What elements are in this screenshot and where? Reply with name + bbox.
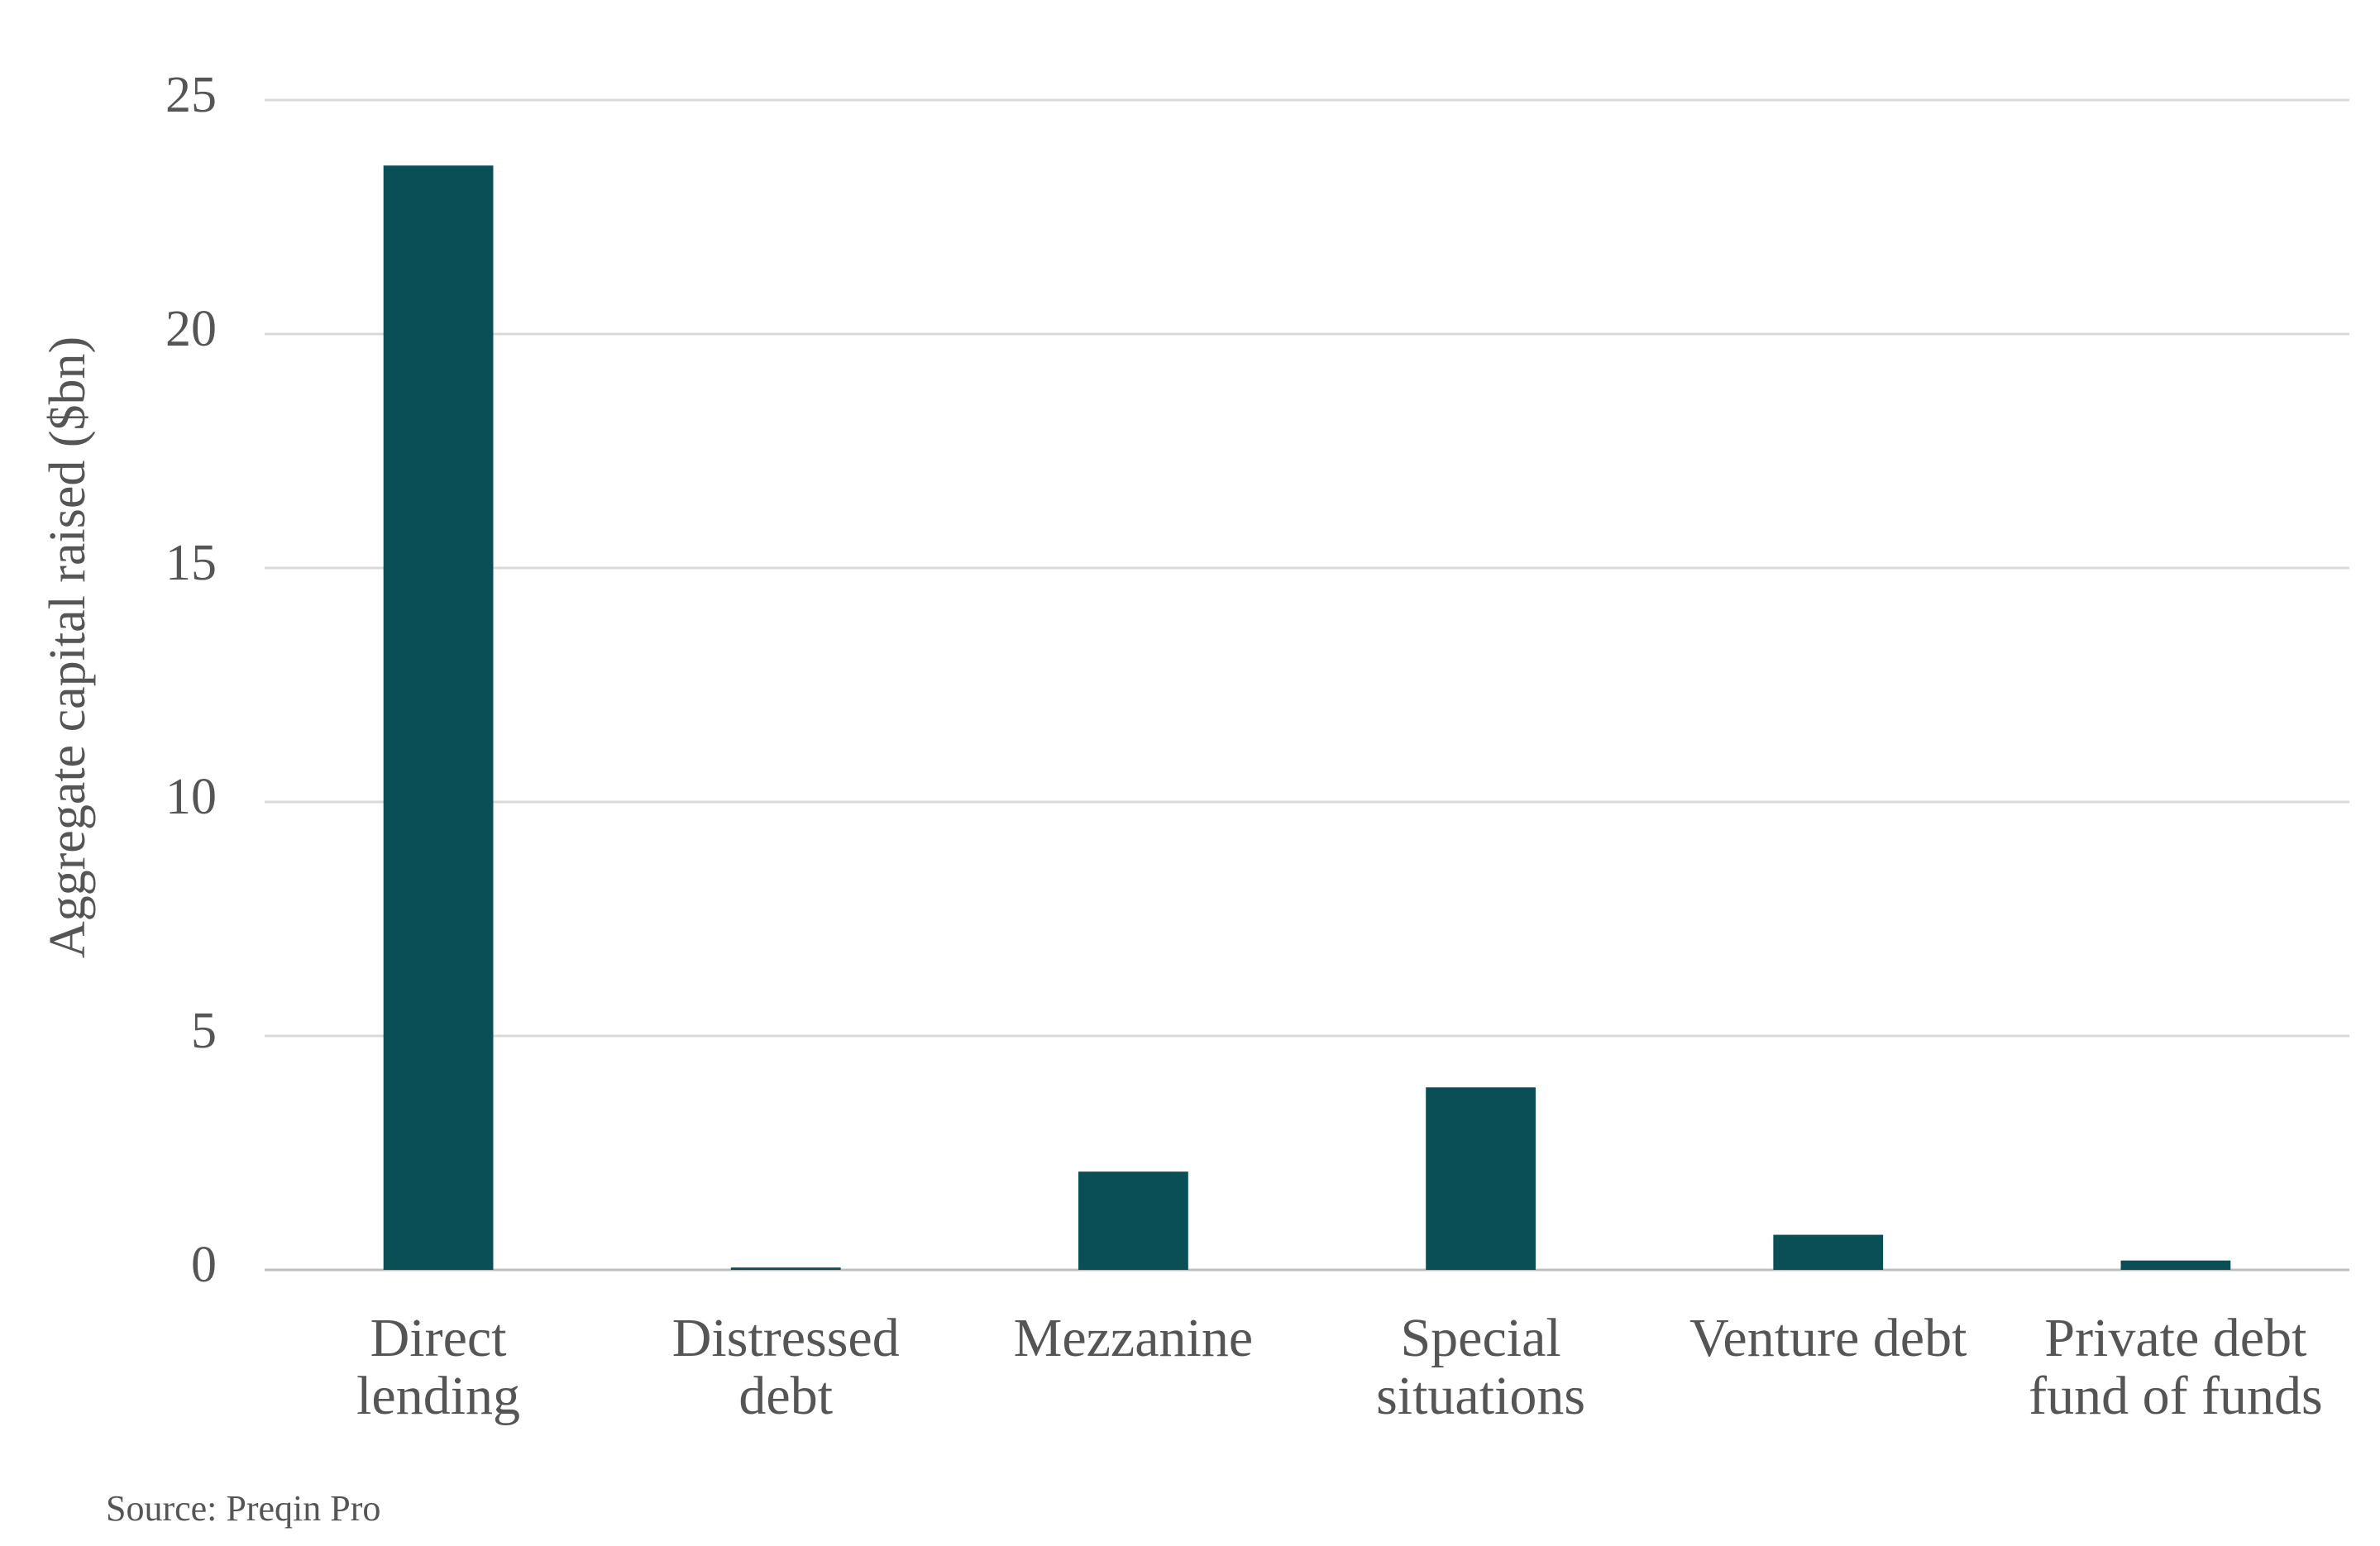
y-tick-label: 15 [165,535,217,591]
y-tick-label: 0 [191,1237,217,1293]
y-tick-label: 20 [165,301,217,357]
source-note: Source: Preqin Pro [106,1488,381,1529]
bar [1078,1171,1188,1270]
x-tick-label: Distressed debt [671,1308,900,1426]
x-tick-label: Venture debt [1689,1308,1967,1368]
x-tick-label: Direct lending [356,1308,521,1426]
bar [2120,1260,2231,1270]
bar [730,1267,841,1270]
y-tick-label: 25 [165,67,217,123]
x-tick-label: Special situations [1376,1308,1586,1426]
x-tick-label: Mezzanine [1013,1308,1254,1368]
x-tick-label: Private debt fund of funds [2029,1308,2323,1426]
bar [1773,1234,1884,1270]
y-tick-label: 5 [191,1003,217,1059]
bar [1426,1087,1536,1270]
y-tick-label: 10 [165,769,217,825]
y-axis-label: Aggregate capital raised ($bn) [40,336,96,958]
bar [383,165,494,1271]
